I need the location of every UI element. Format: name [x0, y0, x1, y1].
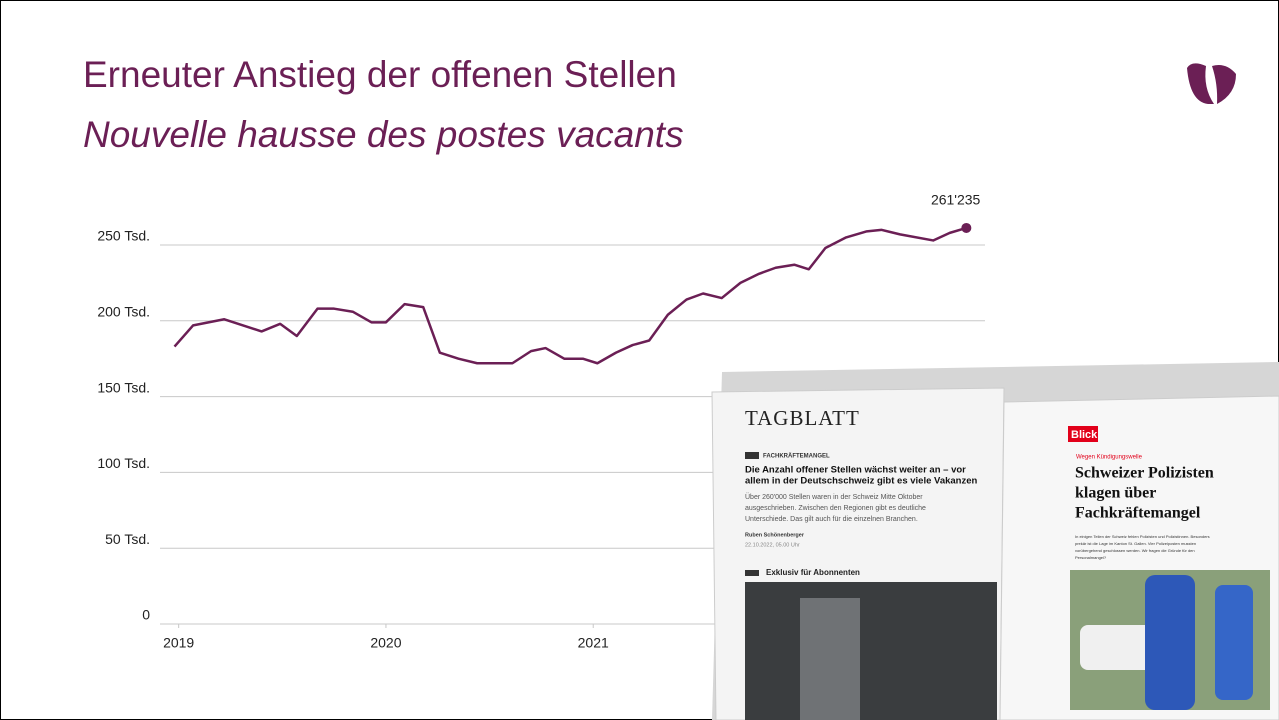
badge	[745, 452, 759, 459]
photo-officer	[1145, 575, 1195, 710]
y-tick-label: 150 Tsd.	[97, 379, 150, 395]
masthead: Blick	[1071, 429, 1098, 441]
x-tick-label: 2021	[578, 635, 609, 651]
y-tick-label: 50 Tsd.	[105, 531, 150, 547]
kicker: Wegen Kündigungswelle	[1076, 455, 1143, 461]
headline: allem in der Deutschschweiz gibt es viel…	[745, 476, 978, 487]
lead: Unterschiede. Das gilt auch für die einz…	[745, 516, 918, 523]
headline: Fachkräftemangel	[1075, 505, 1201, 522]
headline: Die Anzahl offener Stellen wächst weiter…	[745, 465, 966, 476]
page: Erneuter Anstieg der offenen Stellen Nou…	[0, 0, 1279, 720]
slide-subtitle: Nouvelle hausse des postes vacants	[83, 114, 684, 155]
note: Exklusiv für Abonnenten	[766, 568, 860, 577]
author: Ruben Schönenberger	[745, 532, 805, 538]
slide: Erneuter Anstieg der offenen Stellen Nou…	[0, 0, 1279, 720]
x-tick-label: 2020	[370, 635, 401, 651]
lead: Personalmangel?	[1075, 555, 1107, 560]
date: 22.10.2022, 05.00 Uhr	[745, 542, 800, 548]
badge	[745, 570, 759, 576]
lead: prekär ist die Lage im Kanton St. Gallen…	[1075, 541, 1196, 546]
headline: klagen über	[1075, 485, 1156, 502]
slide-title: Erneuter Anstieg der offenen Stellen	[83, 54, 677, 95]
lead: Über 260'000 Stellen waren in der Schwei…	[745, 493, 923, 501]
y-tick-label: 200 Tsd.	[97, 304, 150, 320]
data-label: 261'235	[931, 192, 981, 208]
y-tick-label: 250 Tsd.	[97, 228, 150, 244]
y-tick-label: 100 Tsd.	[97, 455, 150, 471]
lead: vorübergehend geschlossen werden. Wir fr…	[1075, 548, 1195, 553]
photo	[745, 582, 997, 720]
lead: In einigen Teilen der Schweiz fehlen Pol…	[1075, 534, 1210, 539]
photo-officer	[1215, 585, 1253, 700]
masthead: TAGBLATT	[745, 406, 860, 430]
photo-door	[800, 598, 860, 720]
newspaper-image: TAGBLATT FACHKRÄFTEMANGEL Die Anzahl off…	[712, 362, 1279, 720]
headline: Schweizer Polizisten	[1075, 465, 1214, 482]
end-point	[961, 223, 971, 233]
x-tick-label: 2019	[163, 635, 194, 651]
y-tick-label: 0	[142, 607, 150, 623]
lead: ausgeschrieben. Zwischen den Regionen gi…	[745, 505, 926, 512]
kicker: FACHKRÄFTEMANGEL	[763, 453, 830, 460]
